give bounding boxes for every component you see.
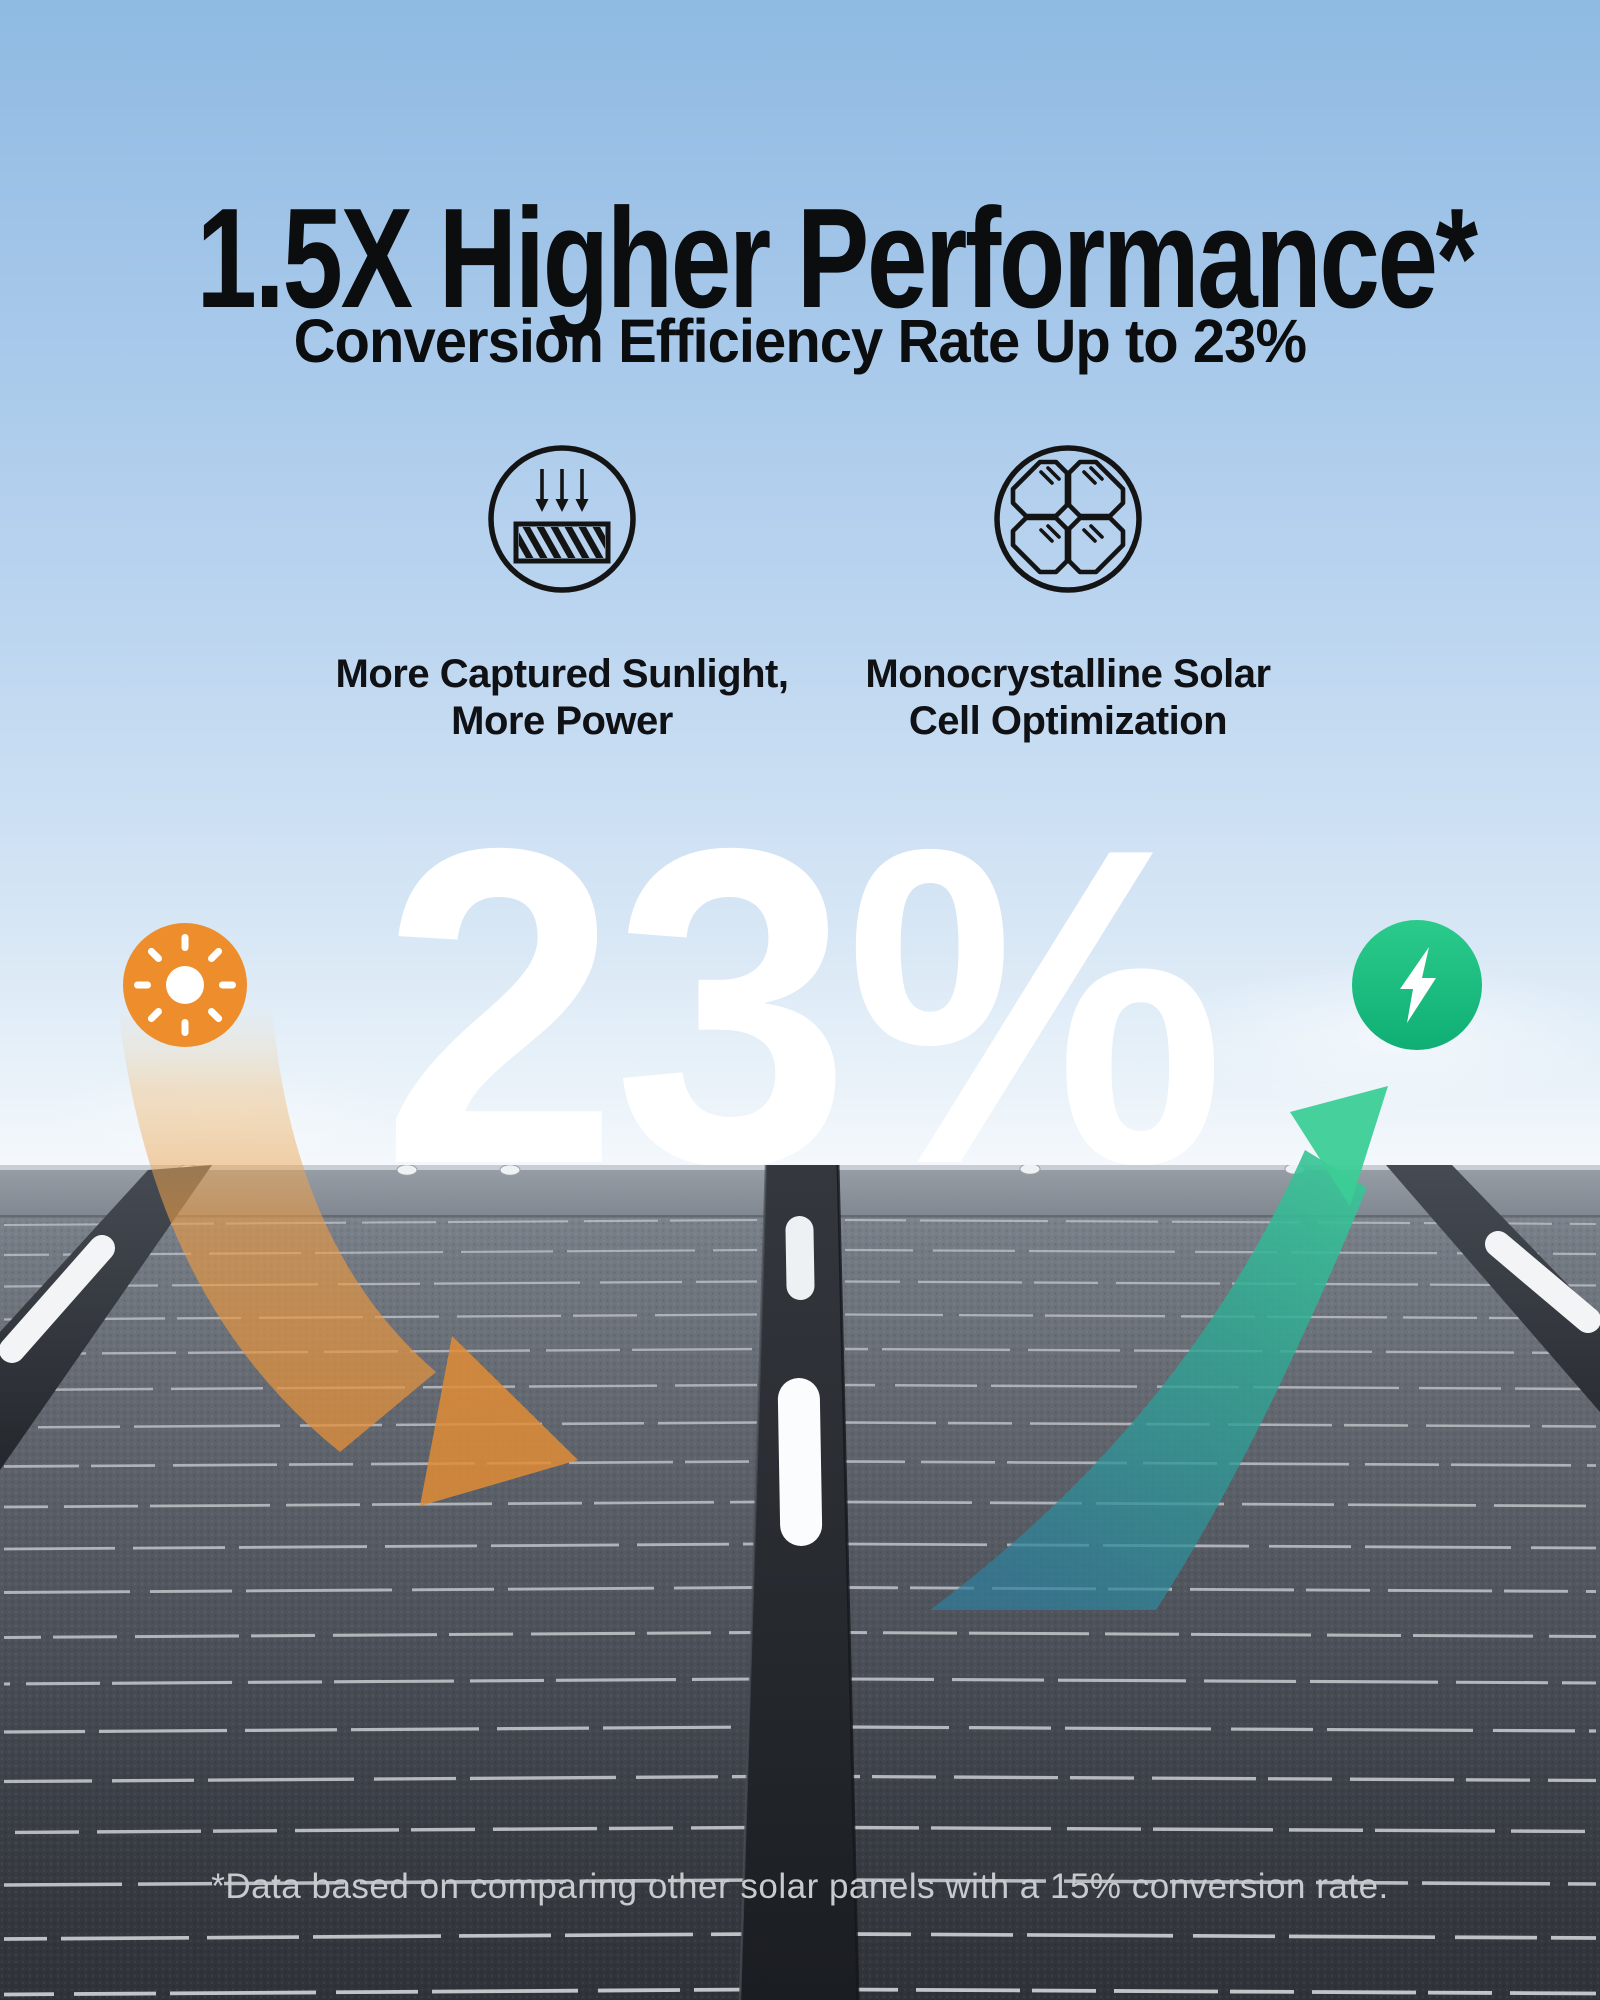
page-subtitle: Conversion Efficiency Rate Up to 23% [293,307,1307,375]
monocrystalline-cells-icon [994,445,1142,593]
sun-icon [123,923,247,1047]
captured-sunlight-icon [488,445,636,593]
footnote-text: *Data based on comparing other solar pan… [211,1867,1389,1906]
center-divider-strip [738,1165,860,2000]
feature-caption-monocrystalline: Monocrystalline Solar Cell Optimization [865,652,1271,743]
right-panel-seam [1386,1165,1600,1412]
feature-caption-sunlight: More Captured Sunlight, More Power [335,652,789,743]
lightning-icon [1352,920,1482,1050]
divider-slot-small [785,1216,815,1300]
page-title: 1.5X Higher Performance* [196,179,1477,339]
divider-slot-large [777,1378,823,1546]
